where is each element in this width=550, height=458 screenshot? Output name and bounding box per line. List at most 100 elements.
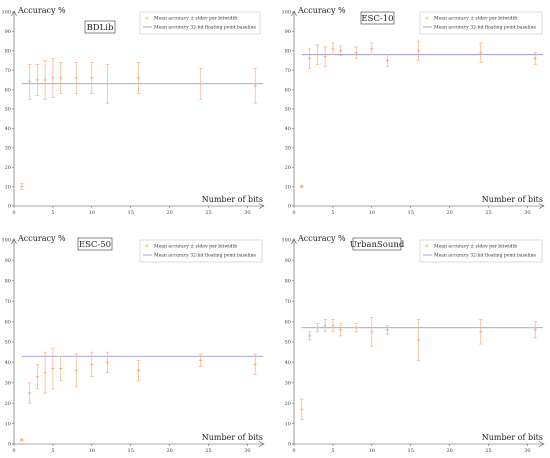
data-point [479, 330, 483, 334]
data-point-group [51, 347, 55, 390]
data-point-group [253, 67, 258, 104]
data-point [385, 328, 389, 332]
legend: Mean accuracy ± stdev per bitwidth Mean a… [419, 11, 543, 35]
data-point [199, 358, 203, 362]
y-tick-label: 0 [288, 204, 291, 210]
y-tick-label: 70 [285, 299, 291, 305]
y-tick-label: 20 [285, 401, 291, 407]
y-tick-label: 90 [285, 29, 291, 35]
data-point-group [299, 185, 304, 189]
chart-title: UrbanSound [350, 240, 405, 250]
x-tick-label: 30 [524, 210, 530, 216]
y-tick-label: 80 [285, 49, 291, 55]
data-point [20, 185, 24, 189]
data-point-group [51, 58, 55, 98]
y-tick-label: 80 [285, 279, 291, 285]
x-tick-label: 15 [128, 448, 134, 454]
y-tick-label: 70 [5, 68, 11, 74]
x-axis-title: Number of bits [482, 433, 543, 442]
x-tick-label: 10 [89, 210, 95, 216]
y-tick-label: 30 [285, 381, 291, 387]
data-point-group [74, 62, 79, 94]
chart-title-frame [77, 237, 113, 251]
x-tick-label: 15 [408, 210, 414, 216]
x-axis-arrow [538, 203, 545, 209]
data-point [479, 51, 483, 55]
y-axis-arrow [291, 10, 297, 17]
data-point [323, 324, 327, 328]
y-tick-label: 50 [285, 340, 291, 346]
x-axis-arrow [258, 203, 265, 209]
data-point [51, 366, 55, 371]
data-point [315, 53, 319, 57]
data-point-group [27, 64, 32, 100]
data-point [35, 78, 39, 82]
legend-label: Mean accuracy 32-bit floating point base… [154, 253, 256, 259]
data-point-group [307, 48, 312, 69]
chart-panel-2: 0 10 20 30 40 50 60 70 80 90 100 0 5 10 15 20 25 30 Accura… [281, 6, 545, 216]
y-tick-label: 80 [5, 49, 11, 55]
data-point-group [136, 360, 141, 382]
legend-point-marker [425, 16, 429, 20]
y-tick-label: 40 [5, 360, 11, 366]
y-tick-label: 40 [5, 126, 11, 132]
legend-point-marker [145, 16, 149, 20]
y-tick-label: 0 [8, 442, 11, 448]
y-tick-label: 90 [285, 258, 291, 264]
x-axis-title: Number of bits [202, 433, 263, 442]
data-point-group [136, 62, 141, 94]
chart-title: ESC-10 [361, 14, 393, 24]
legend-label: Mean accuracy ± stdev per bitwidth [434, 16, 517, 22]
y-axis-title: Accuracy % [297, 6, 346, 15]
chart-title: ESC-50 [79, 240, 111, 250]
y-tick-label: 100 [1, 10, 11, 16]
data-point-group [19, 438, 24, 442]
data-point [323, 55, 327, 59]
y-axis-arrow [11, 238, 17, 245]
data-point [105, 82, 109, 86]
y-tick-label: 70 [5, 299, 11, 305]
data-point [315, 326, 319, 330]
data-point [300, 185, 304, 189]
data-point [90, 362, 94, 367]
y-tick-label: 30 [5, 146, 11, 152]
x-tick-label: 10 [89, 448, 95, 454]
legend-frame [139, 11, 261, 35]
data-point [27, 391, 32, 395]
data-point [51, 76, 55, 80]
x-tick-label: 10 [369, 448, 375, 454]
x-tick-label: 25 [205, 448, 211, 454]
x-axis-arrow [258, 441, 265, 447]
y-tick-label: 0 [8, 204, 11, 210]
x-tick-label: 20 [166, 448, 172, 454]
data-point [300, 407, 304, 411]
x-tick-label: 0 [292, 448, 295, 454]
y-tick-label: 20 [5, 401, 11, 407]
data-point-group [198, 353, 203, 367]
data-point-group [331, 42, 335, 56]
data-point [385, 58, 389, 63]
x-tick-label: 20 [446, 210, 452, 216]
data-point-group [43, 351, 47, 394]
y-axis-title: Accuracy % [297, 234, 346, 243]
legend-frame [139, 239, 263, 263]
data-point-group [105, 64, 110, 104]
y-tick-label: 20 [5, 165, 11, 171]
y-tick-label: 30 [285, 146, 291, 152]
y-tick-label: 60 [285, 87, 291, 93]
data-point [339, 49, 343, 53]
data-point [74, 368, 78, 373]
legend-frame [419, 239, 543, 263]
data-point [307, 334, 312, 338]
data-point [105, 360, 109, 364]
data-point [416, 338, 421, 342]
chart-title-frame [84, 20, 116, 34]
data-point [199, 82, 203, 86]
data-point-group [331, 319, 335, 333]
x-tick-label: 0 [12, 448, 15, 454]
y-tick-label: 60 [5, 87, 11, 93]
y-tick-label: 50 [5, 107, 11, 113]
x-tick-label: 25 [205, 210, 211, 216]
data-point [136, 76, 141, 80]
